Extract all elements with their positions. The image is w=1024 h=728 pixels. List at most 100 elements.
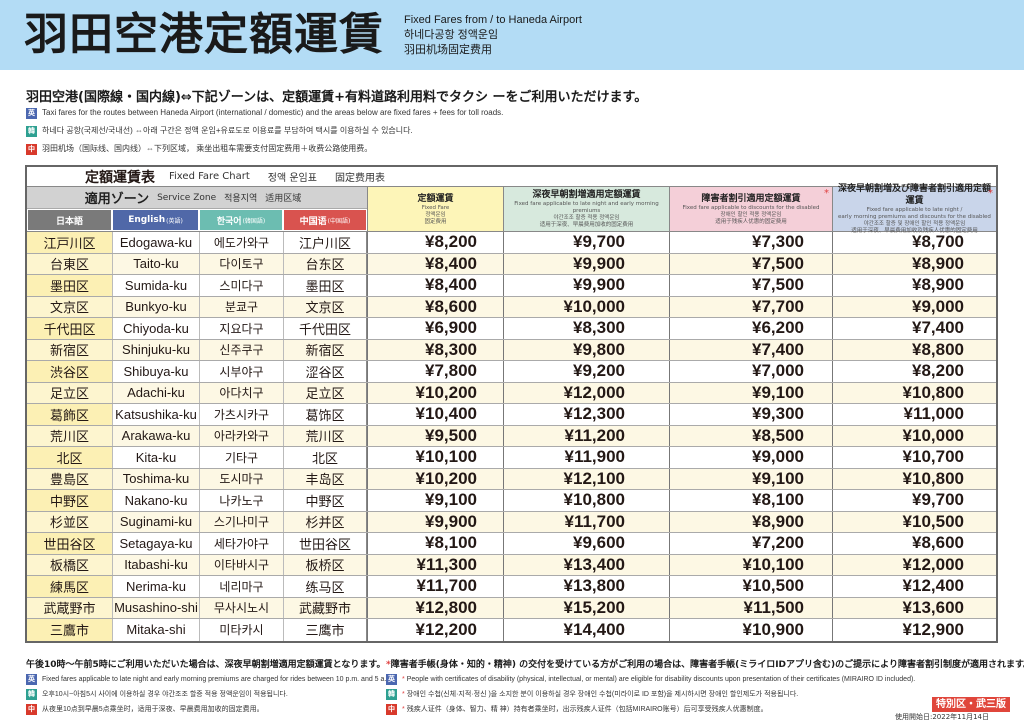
zone-name-zh: 葛饰区 [283, 404, 367, 425]
table-row: 板橋区 Itabashi-ku 이타바시구 板桥区 ¥11,300 ¥13,400 ¥10,… [27, 554, 996, 576]
fixed-fare-value: ¥10,400 [367, 404, 503, 425]
zone-name-en: Kita-ku [112, 447, 199, 468]
edition-badge: 特別区・武三版 [932, 697, 1010, 712]
korean-badge-icon: 韓 [26, 689, 37, 700]
night-disabled-fare-value: ¥10,000 [832, 425, 996, 446]
col-zh-label: 中国语 [299, 216, 327, 227]
table-row: 渋谷区 Shibuya-ku 시부야구 涩谷区 ¥7,800 ¥9,200 ¥7,000 ¥8… [27, 361, 996, 383]
zone-name-jp: 墨田区 [27, 275, 112, 296]
fixed-fare-value: ¥8,600 [367, 296, 503, 317]
night-disabled-fare-value: ¥10,500 [832, 511, 996, 532]
fixed-fare-value: ¥8,400 [367, 275, 503, 296]
asterisk-icon: * [402, 691, 405, 698]
fare-col-desc: 适用于深夜、早晨费用加收及残疾人优惠的固定费用 [851, 228, 978, 234]
col-ko-label: 한국어 [216, 216, 242, 227]
fixed-fare-value: ¥7,800 [367, 361, 503, 382]
zone-name-jp: 練馬区 [27, 576, 112, 597]
table-row: 三鷹市 Mitaka-shi 미타카시 三鹰市 ¥12,200 ¥14,400 ¥10,90… [27, 619, 996, 641]
disabled-fare-value: ¥10,500 [669, 576, 832, 597]
fare-col-desc: 适用于深夜、早晨费用加收的固定费用 [539, 222, 634, 228]
column-header-korean: 한국어 (韓国語) [199, 209, 283, 231]
intro-headline: 羽田空港(国際線・国内線)⇔下記ゾーンは、定額運賃+有料道路利用料でタクシ ーを… [26, 90, 648, 105]
zone-name-ko: 지요다구 [199, 318, 283, 339]
zone-name-zh: 千代田区 [283, 318, 367, 339]
disability-note-ko-text: 장애인 수첩(신체·지적·정신 )을 소지한 분이 이용하실 경우 장애인 수첩… [406, 691, 799, 698]
fare-col-title: 深夜早朝割増及び障害者割引適用定額運賃 [837, 184, 991, 206]
zone-name-ko: 가츠시카구 [199, 404, 283, 425]
night-fare-value: ¥12,300 [503, 404, 669, 425]
zone-header: 適用ゾーン Service Zone 적용지역 适用区域 日本語 English… [27, 187, 367, 231]
zone-name-jp: 板橋区 [27, 554, 112, 575]
asterisk-icon: * [402, 676, 405, 683]
zone-name-jp: 文京区 [27, 296, 112, 317]
zone-name-jp: 武蔵野市 [27, 597, 112, 618]
subtitle-ko: 하네다공항 정액운임 [404, 29, 499, 41]
zone-name-en: Chiyoda-ku [112, 318, 199, 339]
zone-name-jp: 荒川区 [27, 425, 112, 446]
zone-name-zh: 江户川区 [283, 232, 367, 253]
asterisk-icon: * [386, 660, 391, 670]
col-zh-sub: (中国語) [327, 217, 351, 225]
table-row: 杉並区 Suginami-ku 스기나미구 杉并区 ¥9,900 ¥11,700 ¥8,90… [27, 511, 996, 533]
fixed-fare-value: ¥9,900 [367, 511, 503, 532]
disability-note-zh: 中 * 残疾人证件（身体、智力、精 神）持有者乘坐时，出示残疾人证件（包括MIR… [386, 702, 1024, 717]
night-fare-value: ¥13,400 [503, 554, 669, 575]
fixed-fare-value: ¥8,400 [367, 253, 503, 274]
zone-name-zh: 台东区 [283, 253, 367, 274]
zone-name-jp: 世田谷区 [27, 533, 112, 554]
night-disabled-fare-value: ¥8,900 [832, 275, 996, 296]
intro-translations: 英 Taxi fares for the routes between Hane… [26, 104, 503, 158]
night-fare-value: ¥8,300 [503, 318, 669, 339]
zone-name-en: Itabashi-ku [112, 554, 199, 575]
night-disabled-fare-value: ¥8,600 [832, 533, 996, 554]
table-row: 武蔵野市 Musashino-shi 무사시노시 武藏野市 ¥12,800 ¥15,200… [27, 597, 996, 619]
fixed-fare-value: ¥10,100 [367, 447, 503, 468]
column-header-night-disabled-fare: * 深夜早朝割増及び障害者割引適用定額運賃 Fixed fare applica… [832, 184, 996, 234]
zone-name-ko: 도시마구 [199, 468, 283, 489]
zone-name-ko: 스미다구 [199, 275, 283, 296]
fare-col-desc: 야간조조 할증 및 장애인 할인 적용 정액운임 [863, 221, 966, 227]
language-columns: 日本語 English (英語) 한국어 (韓国語) 中国语 (中国語) [27, 209, 367, 231]
zone-name-zh: 足立区 [283, 382, 367, 403]
zone-name-en: Toshima-ku [112, 468, 199, 489]
zone-name-zh: 荒川区 [283, 425, 367, 446]
english-badge-icon: 英 [26, 674, 37, 685]
zone-name-ko: 스기나미구 [199, 511, 283, 532]
fare-col-desc: 适用于残疾人优惠的固定费用 [715, 218, 787, 225]
col-ko-sub: (韓国語) [242, 217, 266, 225]
zone-name-zh: 练马区 [283, 576, 367, 597]
zone-name-zh: 新宿区 [283, 339, 367, 360]
column-header-chinese: 中国语 (中国語) [283, 209, 367, 231]
zone-name-jp: 中野区 [27, 490, 112, 511]
zone-name-en: Mitaka-shi [112, 619, 199, 641]
zone-name-zh: 武藏野市 [283, 597, 367, 618]
disabled-fare-value: ¥10,100 [669, 554, 832, 575]
zone-name-zh: 板桥区 [283, 554, 367, 575]
night-fare-value: ¥15,200 [503, 597, 669, 618]
night-note-heading: 午後10時〜午前5時にご利用いただいた場合は、深夜早朝割増適用定額運賃となります… [26, 660, 386, 670]
zone-name-en: Adachi-ku [112, 382, 199, 403]
title-banner: 羽田空港定額運賃 Fixed Fares from / to Haneda Ai… [0, 0, 1024, 70]
zone-name-ko: 시부야구 [199, 361, 283, 382]
zone-name-jp: 千代田区 [27, 318, 112, 339]
fare-col-desc: 야간조조 할증 적용 정액운임 [553, 215, 620, 221]
zone-name-zh: 文京区 [283, 296, 367, 317]
zone-name-en: Bunkyo-ku [112, 296, 199, 317]
zone-name-ko: 아다치구 [199, 382, 283, 403]
zone-name-jp: 新宿区 [27, 339, 112, 360]
zone-name-ko: 아라카와구 [199, 425, 283, 446]
table-row: 墨田区 Sumida-ku 스미다구 墨田区 ¥8,400 ¥9,900 ¥7,500 ¥8,… [27, 275, 996, 297]
night-fare-value: ¥10,000 [503, 296, 669, 317]
disabled-fare-value: ¥8,500 [669, 425, 832, 446]
intro-text-zh: 羽田机场（国际线、国内线）⇔下列区域， 乘坐出租车需要支付固定费用＋收费公路使用… [42, 144, 373, 153]
disabled-fare-value: ¥8,100 [669, 490, 832, 511]
zone-name-ko: 이타바시구 [199, 554, 283, 575]
zone-name-ko: 신주쿠구 [199, 339, 283, 360]
zone-name-en: Katsushika-ku [112, 404, 199, 425]
column-header-disabled-fare: * 障害者割引適用定額運賃 Fixed fare applicable to d… [669, 187, 832, 231]
zone-name-en: Nerima-ku [112, 576, 199, 597]
intro-line-zh: 中 羽田机场（国际线、国内线）⇔下列区域， 乘坐出租车需要支付固定费用＋收费公路… [26, 140, 503, 158]
asterisk-icon: * [824, 188, 829, 199]
intro-text-ko: 하네다 공항(국제선/국내선) ⇔아래 구간은 정액 운임+유료도로 이용료를 … [42, 126, 413, 135]
fare-table: 定額運賃表 Fixed Fare Chart 정액 운임표 固定费用表 適用ゾー… [25, 165, 998, 643]
